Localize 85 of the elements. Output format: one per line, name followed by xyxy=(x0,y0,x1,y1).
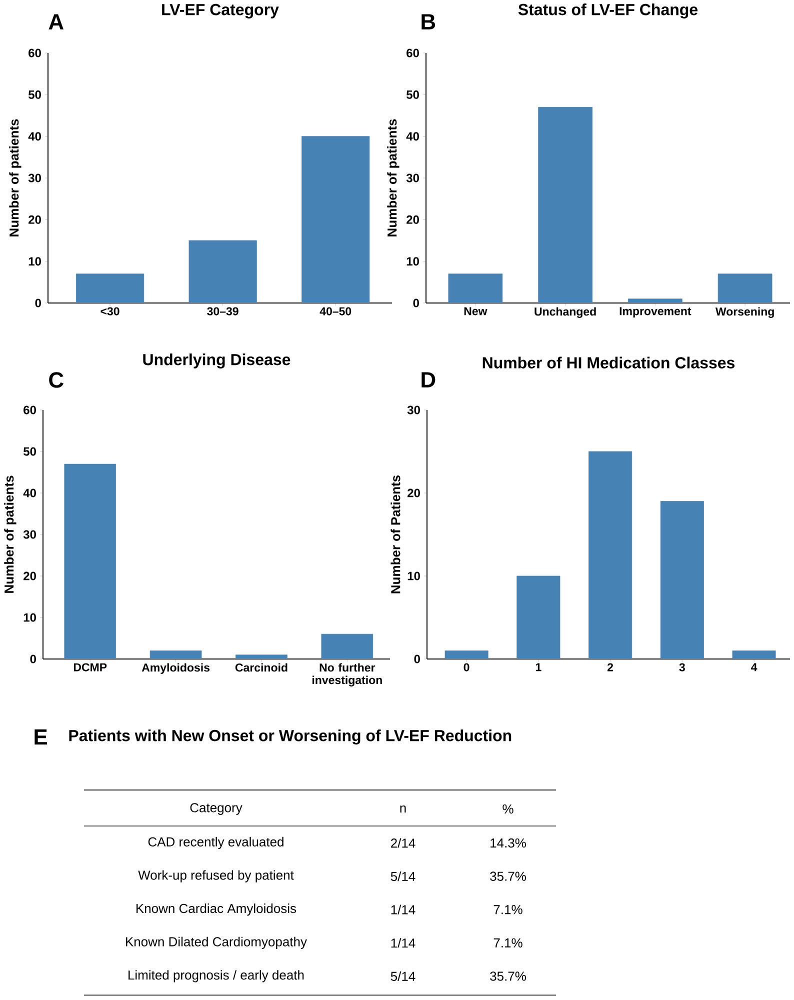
bar xyxy=(448,274,503,303)
chart-title: Underlying Disease xyxy=(143,353,290,368)
y-tick-label: 20 xyxy=(24,572,36,580)
y-tick-label: 50 xyxy=(406,90,419,99)
bar xyxy=(516,576,560,659)
y-tick-label: 0 xyxy=(35,298,41,308)
text: 1/14 xyxy=(391,938,416,948)
x-tick-label: Amyloidosis xyxy=(142,663,210,674)
y-tick-label: 50 xyxy=(28,90,41,99)
text: Patients with New Onset or Worsening of LV-EF Reduction xyxy=(69,730,512,744)
text: 7.1% xyxy=(494,938,522,948)
bar xyxy=(628,298,682,303)
x-tick-label: 40–50 xyxy=(320,307,352,316)
text: 7.1% xyxy=(494,905,522,914)
y-tick-label: 40 xyxy=(28,132,41,141)
text: 5/14 xyxy=(390,971,416,981)
text: 35.7% xyxy=(490,872,526,881)
text: Known Cardiac Amyloidosis xyxy=(136,904,296,916)
y-tick-label: 30 xyxy=(23,530,36,539)
x-tick-label: 0 xyxy=(464,663,470,672)
text: Limited prognosis / early death xyxy=(128,970,304,982)
y-tick-label: 30 xyxy=(406,174,419,182)
text: 5/14 xyxy=(390,872,416,882)
bar xyxy=(76,274,144,303)
y-tick-label: 60 xyxy=(406,48,419,58)
text: CAD recently evaluated xyxy=(148,836,284,850)
y-tick-label: 0 xyxy=(30,654,36,664)
text: D xyxy=(422,372,436,388)
text: E xyxy=(34,729,48,745)
bar xyxy=(444,650,488,659)
bar xyxy=(732,650,776,659)
text: % xyxy=(502,804,514,814)
x-tick-label: Worsening xyxy=(715,307,774,318)
bar xyxy=(302,136,370,303)
chart-title: Status of LV-EF Change xyxy=(518,3,698,18)
y-tick-label: 10 xyxy=(406,257,419,266)
x-tick-label: 3 xyxy=(679,663,685,672)
bar xyxy=(718,274,772,303)
y-tick-label: 0 xyxy=(413,298,419,308)
text: B xyxy=(422,14,436,30)
x-tick-label: New xyxy=(464,307,488,316)
y-tick-label: 30 xyxy=(407,406,420,414)
x-tick-label: Carcinoid xyxy=(235,663,288,672)
chart-title: Number of HI Medication Classes xyxy=(482,356,735,368)
y-tick-label: 50 xyxy=(23,447,36,456)
text: 35.7% xyxy=(490,972,526,981)
x-tick-label: No further investigation xyxy=(312,663,382,686)
text: 2/14 xyxy=(391,838,416,848)
chart-title: LV-EF Category xyxy=(162,4,279,18)
y-axis-title: Number of patients xyxy=(4,476,16,593)
y-tick-label: 10 xyxy=(28,257,41,266)
bar xyxy=(588,451,632,659)
y-tick-label: 20 xyxy=(408,488,420,498)
text: C xyxy=(49,372,64,388)
text: 14.3% xyxy=(490,838,526,848)
x-tick-label: 2 xyxy=(607,663,614,672)
y-tick-label: 40 xyxy=(406,132,419,141)
y-tick-label: 60 xyxy=(24,406,36,414)
y-tick-label: 0 xyxy=(414,654,420,664)
text: 1/14 xyxy=(391,904,416,914)
x-tick-label: <30 xyxy=(100,307,120,316)
bar xyxy=(188,240,257,303)
text: Category xyxy=(190,803,242,815)
x-tick-label: 30–39 xyxy=(207,307,238,316)
bar xyxy=(660,501,704,659)
y-axis-title: Number of Patients xyxy=(390,475,400,594)
y-tick-label: 30 xyxy=(28,174,41,182)
x-tick-label: Improvement xyxy=(620,307,692,318)
y-tick-label: 20 xyxy=(28,215,41,224)
y-tick-label: 20 xyxy=(406,215,419,224)
y-tick-label: 10 xyxy=(408,572,420,580)
text: Known Dilated Cardiomyopathy xyxy=(126,936,307,949)
y-tick-label: 10 xyxy=(24,613,36,622)
y-tick-label: 60 xyxy=(28,48,41,58)
y-axis-title: Number of patients xyxy=(387,119,400,236)
bar xyxy=(538,106,592,303)
y-axis-title: Number of patients xyxy=(9,119,22,236)
y-tick-label: 40 xyxy=(23,488,36,498)
x-tick-label: 4 xyxy=(751,663,758,672)
x-tick-label: Unchanged xyxy=(534,307,596,318)
text: Work-up refused by patient xyxy=(138,870,294,882)
text: n xyxy=(400,805,406,812)
x-tick-label: DCMP xyxy=(74,663,107,672)
x-tick-label: 1 xyxy=(536,663,542,672)
text: A xyxy=(48,14,64,30)
